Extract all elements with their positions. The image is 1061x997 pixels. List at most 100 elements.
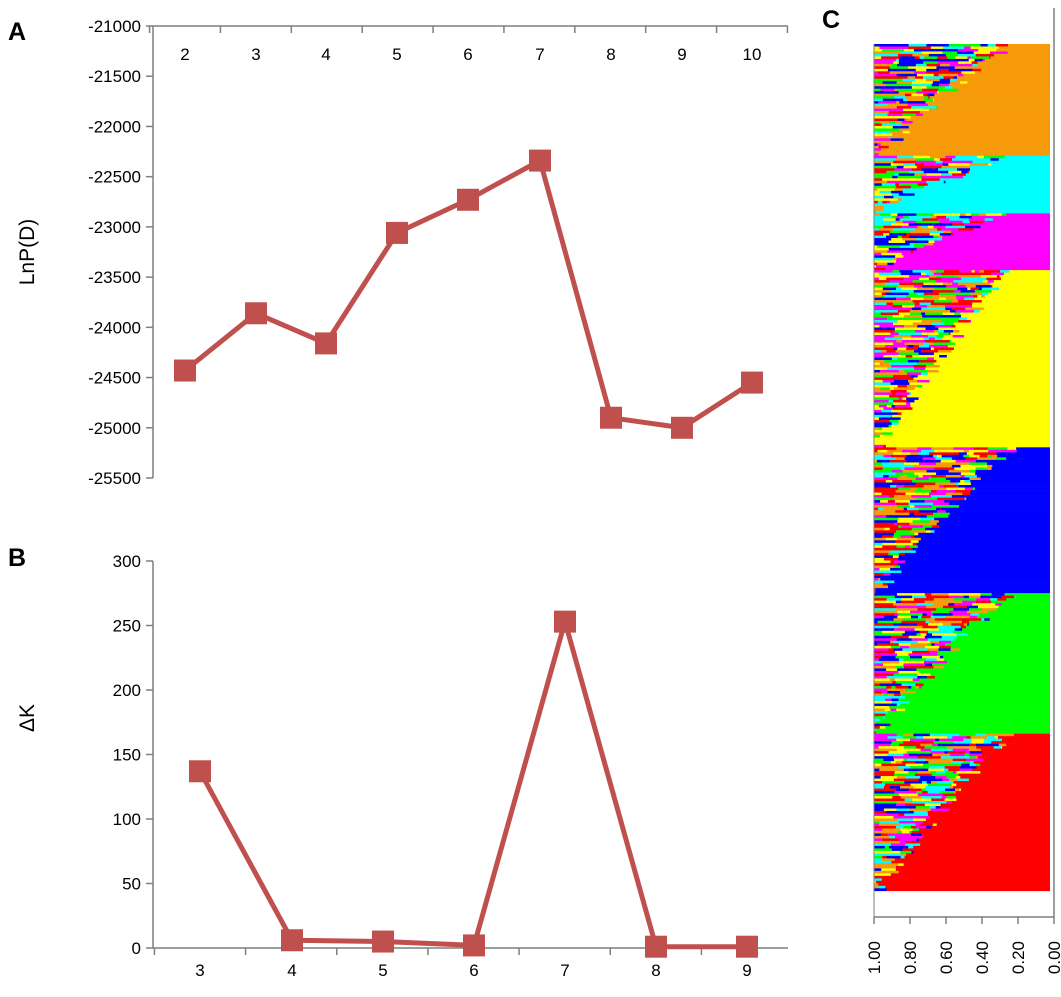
membership-segment bbox=[970, 613, 980, 617]
membership-segment bbox=[885, 783, 895, 787]
membership-segment bbox=[883, 758, 895, 762]
membership-segment bbox=[928, 240, 935, 244]
membership-dominant-segment bbox=[958, 88, 1050, 92]
membership-segment bbox=[881, 763, 906, 767]
membership-segment bbox=[893, 387, 915, 391]
membership-segment bbox=[874, 738, 897, 742]
membership-segment bbox=[916, 497, 938, 501]
membership-segment bbox=[891, 469, 903, 473]
panel-b-ytick-label: 50 bbox=[122, 875, 141, 894]
membership-segment bbox=[874, 282, 886, 286]
membership-segment bbox=[874, 675, 888, 679]
membership-segment bbox=[991, 605, 999, 609]
membership-dominant-segment bbox=[923, 683, 1050, 687]
membership-segment bbox=[874, 781, 883, 784]
membership-segment bbox=[973, 447, 988, 451]
membership-segment bbox=[907, 98, 917, 102]
membership-dominant-segment bbox=[1005, 155, 1050, 159]
membership-segment bbox=[893, 618, 903, 622]
membership-segment bbox=[901, 525, 924, 529]
membership-segment bbox=[949, 218, 970, 222]
membership-segment bbox=[904, 369, 928, 373]
membership-segment bbox=[874, 225, 879, 229]
membership-segment bbox=[910, 643, 928, 647]
membership-segment bbox=[900, 796, 923, 799]
membership-segment bbox=[908, 379, 918, 383]
membership-segment bbox=[978, 213, 982, 217]
membership-segment bbox=[942, 300, 953, 303]
membership-dominant-segment bbox=[1016, 449, 1050, 453]
membership-segment bbox=[874, 330, 884, 333]
membership-dominant-segment bbox=[956, 78, 1050, 82]
membership-dominant-segment bbox=[919, 828, 1050, 832]
membership-segment bbox=[874, 721, 877, 724]
membership-segment bbox=[910, 766, 930, 769]
membership-segment bbox=[886, 691, 901, 694]
membership-segment bbox=[874, 205, 885, 209]
membership-dominant-segment bbox=[947, 660, 1050, 664]
membership-segment bbox=[927, 305, 946, 308]
membership-segment bbox=[874, 736, 888, 739]
membership-segment bbox=[897, 198, 903, 202]
membership-segment bbox=[955, 482, 959, 486]
membership-segment bbox=[886, 685, 892, 689]
membership-segment bbox=[886, 668, 898, 672]
membership-segment bbox=[965, 457, 978, 461]
membership-segment bbox=[898, 643, 903, 647]
membership-segment bbox=[915, 683, 924, 687]
membership-segment bbox=[913, 155, 931, 159]
membership-dominant-segment bbox=[945, 520, 1050, 524]
membership-segment bbox=[874, 766, 898, 769]
membership-segment bbox=[972, 68, 982, 72]
membership-segment bbox=[901, 598, 915, 601]
membership-segment bbox=[878, 658, 900, 662]
membership-segment bbox=[952, 449, 965, 453]
membership-dominant-segment bbox=[907, 252, 1050, 256]
membership-dominant-segment bbox=[984, 295, 1050, 298]
membership-dominant-segment bbox=[988, 292, 1050, 296]
membership-segment bbox=[935, 776, 947, 779]
membership-dominant-segment bbox=[940, 507, 1050, 511]
membership-segment bbox=[874, 409, 882, 413]
membership-segment bbox=[884, 282, 900, 286]
membership-segment bbox=[885, 138, 891, 142]
membership-dominant-segment bbox=[942, 337, 1050, 341]
membership-segment bbox=[874, 143, 878, 147]
membership-segment bbox=[944, 798, 957, 802]
membership-segment bbox=[897, 63, 917, 67]
membership-segment bbox=[889, 120, 896, 124]
membership-segment bbox=[881, 660, 900, 664]
membership-dominant-segment bbox=[980, 225, 1050, 229]
membership-dominant-segment bbox=[925, 367, 1050, 371]
membership-segment bbox=[896, 185, 912, 189]
membership-segment bbox=[882, 855, 887, 859]
membership-segment bbox=[973, 295, 978, 298]
panel-a-ytick-label: -23500 bbox=[88, 268, 141, 287]
membership-dominant-segment bbox=[953, 781, 1050, 784]
membership-segment bbox=[890, 640, 894, 644]
membership-segment bbox=[954, 628, 963, 632]
membership-segment bbox=[926, 469, 949, 473]
membership-segment bbox=[990, 598, 998, 601]
membership-segment bbox=[894, 783, 911, 787]
membership-segment bbox=[991, 272, 1004, 276]
membership-segment bbox=[939, 83, 950, 87]
membership-segment bbox=[941, 796, 947, 799]
membership-segment bbox=[888, 853, 901, 857]
membership-segment bbox=[882, 716, 886, 719]
membership-segment bbox=[887, 250, 911, 254]
membership-segment bbox=[887, 693, 895, 697]
membership-segment bbox=[947, 56, 956, 60]
membership-dominant-segment bbox=[894, 580, 1050, 584]
membership-segment bbox=[924, 240, 929, 244]
membership-segment bbox=[892, 562, 899, 566]
membership-segment bbox=[874, 552, 889, 556]
membership-segment bbox=[952, 282, 959, 286]
membership-segment bbox=[874, 751, 889, 754]
membership-segment bbox=[874, 655, 882, 659]
membership-segment bbox=[942, 71, 962, 75]
membership-segment bbox=[930, 46, 944, 50]
membership-segment bbox=[896, 505, 911, 508]
membership-segment bbox=[874, 135, 891, 139]
membership-segment bbox=[994, 736, 999, 739]
